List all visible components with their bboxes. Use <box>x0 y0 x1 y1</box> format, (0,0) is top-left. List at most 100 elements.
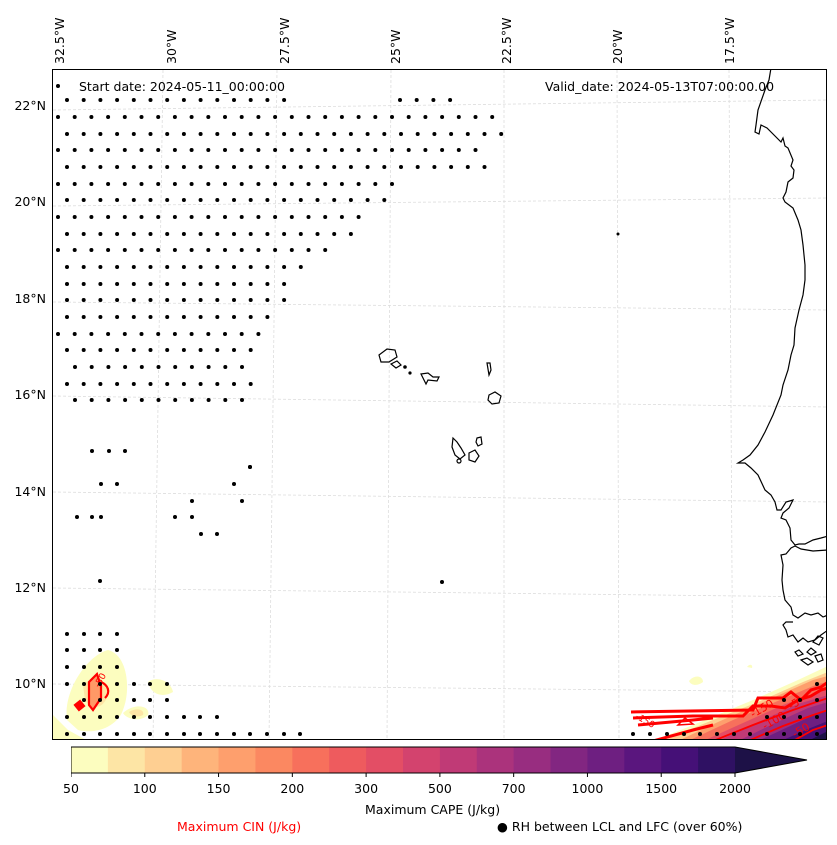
rh-dot <box>165 715 169 719</box>
island-santo-antao <box>378 348 398 363</box>
rh-dot <box>189 332 194 336</box>
rh-dot <box>156 365 161 369</box>
rh-dot <box>198 282 203 286</box>
colorbar-tick-label: 150 <box>206 781 231 796</box>
rh-dot <box>198 732 202 736</box>
lat-label-18n: 18°N <box>14 291 46 306</box>
rh-dot <box>382 132 387 136</box>
island-small <box>408 371 412 375</box>
cin-contour-label: -150 <box>634 712 657 731</box>
rh-dot <box>189 248 194 252</box>
rh-dot <box>131 282 136 286</box>
rh-dot <box>339 182 344 186</box>
rh-dot <box>115 682 119 686</box>
rh-dot <box>282 232 287 236</box>
rh-dot <box>181 265 186 269</box>
rh-dot <box>106 248 111 252</box>
rh-dot <box>223 365 228 369</box>
rh-dot <box>122 248 127 252</box>
rh-dot <box>81 165 86 169</box>
rh-dot <box>139 332 144 336</box>
map-panel[interactable]: -50 -150 <box>52 69 827 740</box>
lat-label-16n: 16°N <box>14 387 46 402</box>
rh-dot <box>289 215 294 219</box>
rh-dot <box>465 165 470 169</box>
rh-dot <box>365 198 370 202</box>
rh-dot <box>698 732 702 736</box>
rh-dot <box>115 665 119 669</box>
rh-dot <box>239 182 244 186</box>
rh-dot <box>190 499 194 503</box>
cin-contour <box>632 687 826 720</box>
lat-label-20n: 20°N <box>14 194 46 209</box>
rh-dot <box>182 732 186 736</box>
rh-dot <box>339 148 344 152</box>
rh-dot <box>165 265 170 269</box>
rh-dot <box>332 198 337 202</box>
cin-contour <box>73 699 86 712</box>
rh-dot <box>65 232 69 236</box>
rh-dot <box>273 148 278 152</box>
rh-dot <box>232 298 236 302</box>
rh-dot <box>282 298 287 302</box>
rh-dot <box>289 248 294 252</box>
cape-fill-level-2000 <box>812 732 826 739</box>
rh-dot <box>390 182 394 186</box>
rh-dot <box>240 499 244 503</box>
rh-dot <box>82 732 86 736</box>
rh-dot <box>373 115 378 119</box>
rh-dot <box>131 382 136 386</box>
rh-dot <box>232 732 236 736</box>
rh-dot <box>173 515 177 519</box>
colorbar-segment <box>144 747 183 773</box>
africa-coastline <box>735 70 826 666</box>
rh-dot <box>198 265 203 269</box>
rh-dot <box>240 398 244 402</box>
rh-dot <box>373 148 378 152</box>
rh-dot <box>156 215 161 219</box>
rh-dot <box>215 315 220 319</box>
rh-dot <box>81 315 86 319</box>
rh-dot <box>165 682 169 686</box>
rh-dot <box>273 182 278 186</box>
rh-dot <box>256 182 261 186</box>
rh-dot <box>165 348 170 352</box>
rh-dot <box>206 148 211 152</box>
rh-dot <box>449 165 454 169</box>
cape-fill-level-50 <box>148 679 173 695</box>
rh-dot <box>115 98 120 102</box>
rh-dot <box>172 182 177 186</box>
rh-dot <box>98 348 103 352</box>
rh-dot <box>115 282 120 286</box>
rh-dot <box>256 115 261 119</box>
rh-dot <box>239 248 244 252</box>
rh-dot <box>65 298 69 302</box>
rh-dot <box>248 282 253 286</box>
rh-dot <box>122 148 127 152</box>
rh-dot <box>98 382 103 386</box>
rh-dot <box>232 348 236 352</box>
map-canvas: -50 -150 <box>53 70 826 739</box>
rh-dot <box>172 248 177 252</box>
rh-dot <box>265 98 270 102</box>
rh-dot <box>748 732 752 736</box>
rh-dot <box>115 698 119 702</box>
rh-dot <box>189 215 194 219</box>
rh-dot <box>298 732 302 736</box>
rh-dot <box>215 382 220 386</box>
rh-dot <box>172 332 177 336</box>
rh-dot <box>89 332 94 336</box>
colorbar-tick-label: 500 <box>427 781 452 796</box>
cape-fill-level-50 <box>53 715 85 739</box>
rh-dot <box>139 148 144 152</box>
cin-legend-label: Maximum CIN (J/kg) <box>177 819 302 834</box>
rh-dot <box>98 132 103 136</box>
rh-dot <box>648 732 652 736</box>
rh-dot <box>198 715 202 719</box>
rh-dot <box>98 265 103 269</box>
rh-dot <box>206 215 211 219</box>
rh-dot <box>356 215 361 219</box>
colorbar-extend-arrow <box>735 747 807 773</box>
rh-dot <box>131 98 136 102</box>
rh-dot <box>248 198 253 202</box>
